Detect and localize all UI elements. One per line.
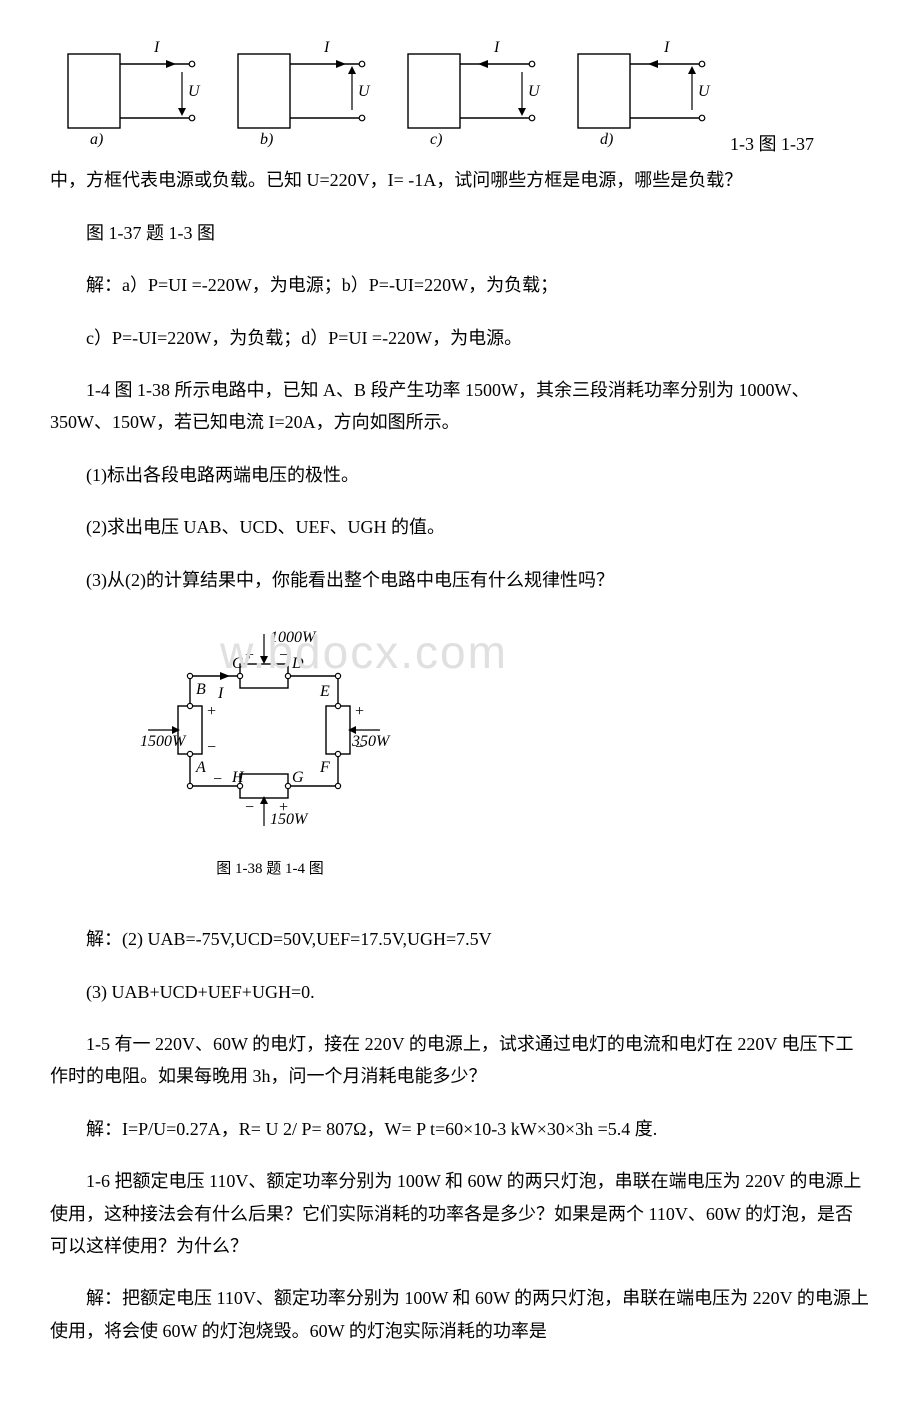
fig137-panel-a: I U a): [50, 30, 210, 160]
fig138-caption: 图 1-38 题 1-4 图: [140, 856, 400, 883]
power-right: 350W: [351, 733, 391, 750]
power-bottom: 150W: [270, 811, 309, 828]
fig-1-38-wrap: w.bdocx.com: [50, 616, 870, 883]
circuit-c-svg: I U c): [390, 30, 550, 150]
power-left: 1500W: [140, 733, 187, 750]
para-1-4-3: (3)从(2)的计算结果中，你能看出整个电路中电压有什么规律性吗？: [50, 564, 870, 596]
label-I-d: I: [663, 39, 670, 56]
para-sol-1-6: 解：把额定电压 110V、额定功率分别为 100W 和 60W 的两只灯泡，串联…: [50, 1282, 870, 1347]
para-1-3-question: 中，方框代表电源或负载。已知 U=220V，I= -1A，试问哪些方框是电源，哪…: [50, 164, 870, 196]
svg-text:−: −: [206, 739, 217, 756]
node-G: G: [292, 769, 304, 786]
node-B: B: [196, 681, 206, 698]
svg-text:−: −: [212, 771, 223, 788]
circuit-a-svg: I U a): [50, 30, 210, 150]
fig-1-37-caption: 图 1-37 题 1-3 图: [50, 217, 870, 249]
para-1-6: 1-6 把额定电压 110V、额定功率分别为 100W 和 60W 的两只灯泡，…: [50, 1165, 870, 1262]
label-I-c: I: [493, 39, 500, 56]
node-H: H: [231, 769, 245, 786]
label-U-c: U: [528, 83, 541, 100]
panel-label-b: b): [260, 131, 273, 148]
circuit-b-svg: I U b): [220, 30, 380, 150]
label-U-a: U: [188, 83, 201, 100]
inline-1-3-label: 1-3 图 1-37: [730, 128, 814, 160]
label-I-b: I: [323, 39, 330, 56]
label-I-a: I: [153, 39, 160, 56]
panel-label-a: a): [90, 131, 103, 148]
para-1-4-1: (1)标出各段电路两端电压的极性。: [50, 459, 870, 491]
label-U-d: U: [698, 83, 711, 100]
svg-text:+: +: [206, 703, 217, 720]
para-sol-1-4-3: (3) UAB+UCD+UEF+UGH=0.: [50, 976, 870, 1008]
para-1-5: 1-5 有一 220V、60W 的电灯，接在 220V 的电源上，试求通过电灯的…: [50, 1028, 870, 1093]
panel-label-c: c): [430, 131, 442, 148]
para-sol-1-3a: 解：a）P=UI =-220W，为电源；b）P=-UI=220W，为负载；: [50, 269, 870, 301]
label-U-b: U: [358, 83, 371, 100]
node-F: F: [319, 759, 330, 776]
svg-text:−: −: [244, 799, 255, 816]
fig-1-37-row: I U a) I U b): [50, 30, 870, 160]
circuit-d-svg: I U d): [560, 30, 720, 150]
node-A: A: [195, 759, 206, 776]
para-sol-1-4-2: 解：(2) UAB=-75V,UCD=50V,UEF=17.5V,UGH=7.5…: [50, 923, 870, 955]
para-sol-1-5: 解：I=P/U=0.27A，R= U 2/ P= 807Ω，W= P t=60×…: [50, 1113, 870, 1145]
fig137-panel-b: I U b): [220, 30, 380, 160]
para-1-4-2: (2)求出电压 UAB、UCD、UEF、UGH 的值。: [50, 511, 870, 543]
watermark-text: w.bdocx.com: [220, 611, 508, 694]
panel-label-d: d): [600, 131, 613, 148]
fig137-panel-d: I U d): [560, 30, 720, 160]
para-1-4: 1-4 图 1-38 所示电路中，已知 A、B 段产生功率 1500W，其余三段…: [50, 374, 870, 439]
para-sol-1-3b: c）P=-UI=220W，为负载；d）P=UI =-220W，为电源。: [50, 322, 870, 354]
fig137-panel-c: I U c): [390, 30, 550, 160]
svg-text:+: +: [354, 703, 365, 720]
